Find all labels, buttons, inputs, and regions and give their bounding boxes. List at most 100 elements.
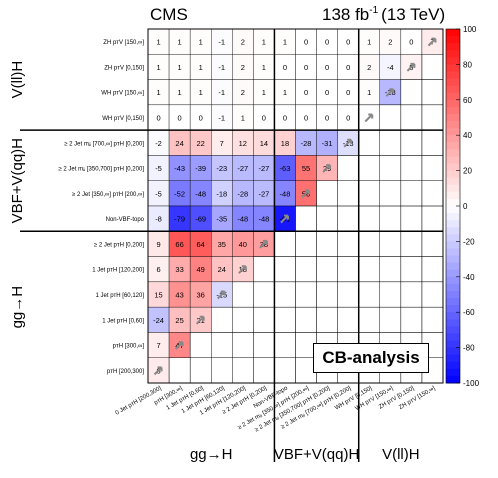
colorbar-segment bbox=[446, 29, 460, 37]
row-label: ≥ 2 Jet [350,∞] pᴛH [200,∞] bbox=[72, 192, 144, 198]
row-label: 1 Jet pᴛH [0,60] bbox=[102, 318, 144, 324]
cell-value: 1 bbox=[156, 88, 160, 97]
colorbar-segment bbox=[446, 248, 460, 257]
cell-value: 7 bbox=[220, 139, 224, 148]
colorbar-tick-label: -20 bbox=[463, 237, 475, 246]
cell-value: -28 bbox=[237, 189, 248, 198]
cell-value: -24 bbox=[153, 316, 164, 325]
experiment-label: CMS bbox=[150, 5, 188, 24]
colorbar-tick-label: 60 bbox=[463, 96, 472, 105]
cell-value: -27 bbox=[258, 189, 269, 198]
cell-value: -1 bbox=[218, 38, 225, 47]
diagonal-arrow-icon bbox=[195, 315, 205, 325]
cell-value: 35 bbox=[218, 240, 226, 249]
cell-value: 49 bbox=[197, 265, 205, 274]
diagonal-arrow-icon bbox=[153, 366, 163, 376]
column-group-label: V(ll)H bbox=[382, 446, 420, 463]
cell-value: -1 bbox=[218, 88, 225, 97]
colorbar-segment bbox=[446, 198, 460, 207]
cell-value: -27 bbox=[237, 164, 248, 173]
cell-value: -18 bbox=[216, 189, 227, 198]
analysis-badge: CB-analysis bbox=[313, 343, 429, 373]
colorbar-segment bbox=[446, 340, 460, 349]
luminosity-label: 138 fb-1 (13 TeV) bbox=[322, 5, 445, 24]
cell-value: -1 bbox=[218, 114, 225, 123]
cell-value: 15 bbox=[154, 291, 162, 300]
cell-value: 1 bbox=[283, 38, 287, 47]
colorbar-segment bbox=[446, 319, 460, 327]
cell-value: 1 bbox=[367, 88, 371, 97]
cell-value: 0 bbox=[199, 114, 203, 123]
colorbar-segment bbox=[446, 135, 460, 143]
cell-value: -79 bbox=[174, 215, 185, 224]
colorbar-segment bbox=[446, 156, 460, 165]
lumi-exponent: -1 bbox=[369, 5, 378, 16]
cell-value: 43 bbox=[175, 291, 183, 300]
cell-value: 0 bbox=[304, 88, 308, 97]
colorbar-segment bbox=[446, 71, 460, 80]
column-label: ZH pᴛV [150,∞] bbox=[398, 385, 437, 411]
cell-value: 0 bbox=[283, 114, 287, 123]
diagonal-arrow-icon bbox=[174, 341, 184, 350]
colorbar-segment bbox=[446, 191, 460, 200]
cell-value: 66 bbox=[175, 240, 183, 249]
colorbar-segment bbox=[446, 206, 460, 214]
cell-value: 0 bbox=[325, 38, 329, 47]
row-label: WH pᴛV [150,∞] bbox=[101, 91, 144, 97]
cell-value: -69 bbox=[195, 215, 206, 224]
cell-value: 1 bbox=[178, 63, 182, 72]
diagonal-arrow-icon bbox=[427, 37, 437, 47]
colorbar-segment bbox=[446, 269, 460, 278]
colorbar-segment bbox=[446, 142, 460, 150]
row-group-label: VBF+V(qq)H bbox=[9, 138, 26, 223]
cell-value: -63 bbox=[280, 164, 291, 173]
cell-value: 1 bbox=[178, 38, 182, 47]
diagonal-arrow-icon bbox=[322, 164, 332, 173]
colorbar-segment bbox=[446, 50, 460, 58]
group-labels: V(ll)H VBF+V(qq)H gg→H gg→H VBF+V(qq)H V(ll)H bbox=[9, 61, 420, 463]
cell-value: 0 bbox=[346, 114, 350, 123]
colorbar-segment bbox=[446, 121, 460, 129]
colorbar-segment bbox=[446, 347, 460, 356]
row-group-label: V(ll)H bbox=[9, 61, 26, 99]
cell-value: 0 bbox=[304, 114, 308, 123]
diagonal-arrow-icon bbox=[406, 62, 416, 72]
cell-value: 0 bbox=[283, 63, 287, 72]
column-group-label: gg→H bbox=[190, 446, 233, 463]
cell-value: 0 bbox=[262, 114, 266, 123]
colorbar-segment bbox=[446, 177, 460, 186]
colorbar-tick-label: 100 bbox=[463, 25, 477, 34]
cell-value: -23 bbox=[216, 164, 227, 173]
colorbar-tick-label: 20 bbox=[463, 167, 472, 176]
cell-value: 0 bbox=[346, 63, 350, 72]
cell-value: 0 bbox=[346, 38, 350, 47]
colorbar-segment bbox=[446, 276, 460, 285]
cell-value: 24 bbox=[175, 139, 183, 148]
cell-value: 1 bbox=[156, 63, 160, 72]
cell-value: 2 bbox=[241, 63, 245, 72]
cell-value: 0 bbox=[178, 114, 182, 123]
cell-value: -52 bbox=[174, 189, 185, 198]
colorbar-segment bbox=[446, 106, 460, 115]
colorbar-tick-label: 0 bbox=[463, 202, 468, 211]
colorbar-tick-label: -100 bbox=[463, 379, 480, 388]
colorbar-segment bbox=[446, 368, 460, 377]
colorbar-segment bbox=[446, 333, 460, 342]
colorbar-segment bbox=[446, 78, 460, 87]
row-label: pᴛH [300,∞] bbox=[113, 344, 145, 350]
cell-value: -48 bbox=[237, 215, 248, 224]
row-labels: ZH pᴛV [150,∞] ZH pᴛV [0,150] WH pᴛV [150,… bbox=[58, 40, 144, 375]
cell-value: 0 bbox=[156, 114, 160, 123]
cell-value: 40 bbox=[239, 240, 247, 249]
colorbar: 100 80 60 40 20 0 -20 -40 -60 -80 -100 bbox=[445, 25, 480, 388]
colorbar-segment bbox=[446, 128, 460, 136]
cell-value: 9 bbox=[156, 240, 160, 249]
cell-value: 1 bbox=[178, 88, 182, 97]
cell-value: -35 bbox=[216, 215, 227, 224]
cell-value: -39 bbox=[195, 164, 206, 173]
colorbar-segment bbox=[446, 298, 460, 306]
diagonal-arrow-icon bbox=[343, 138, 353, 148]
heatmap-cells: 1 1 1 -1 2 1 1 0 0 0 1 2 0 71 1 1 -1 2 1 0 0 0 0 2 -4 51 1 1 -1 2 1 1 0 0… bbox=[20, 28, 444, 462]
lumi-value: 138 fb bbox=[322, 5, 369, 24]
cell-value: 64 bbox=[197, 240, 205, 249]
